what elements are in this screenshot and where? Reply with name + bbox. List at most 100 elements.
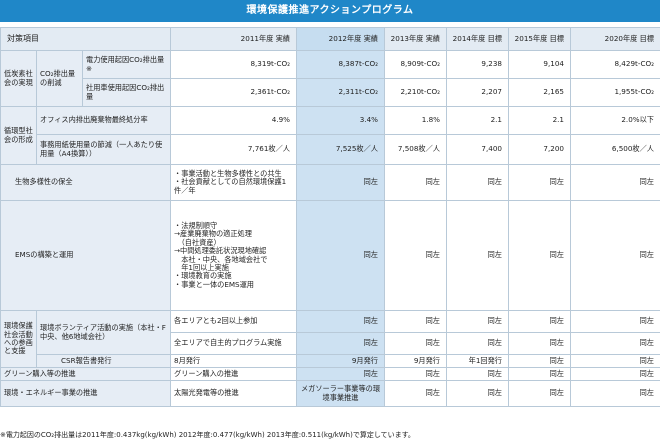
ems-line: 本社・中央、各地域会社で <box>174 254 268 264</box>
header-item: 対策項目 <box>0 27 171 51</box>
ems-line: ・法規制順守 <box>174 220 218 230</box>
row-label-bio: 生物多様性の保全 <box>0 164 171 201</box>
cell-car-2020: 1,955t-CO₂ <box>570 78 660 107</box>
header-2020: 2020年度 目標 <box>570 27 660 51</box>
bio-line: ・社会貢献としての自然環境保護1件／年 <box>174 177 287 195</box>
row-label-waste: オフィス内排出廃棄物最終処分率 <box>36 106 171 135</box>
cell-csr-2020: 同左 <box>570 354 660 368</box>
cell-ems-2011: ・法規制順守 →産業廃棄物の適正処理 （自社資産） →中間処理委託状況現地確認 … <box>170 200 297 311</box>
row-label-energy: 環境・エネルギー事業の推進 <box>0 380 171 407</box>
cell-ems-2020: 同左 <box>570 200 660 311</box>
cell-volunteer-b-2015: 同左 <box>508 332 571 355</box>
table-row-electric: 低炭素社会の実現 CO₂排出量の削減 電力使用起因CO₂排出量※ 8,319t-… <box>0 50 660 107</box>
header-2013: 2013年度 実績 <box>384 27 447 51</box>
cell-energy-2015: 同左 <box>508 380 571 407</box>
group-lowcarbon: 低炭素社会の実現 <box>0 50 37 107</box>
cell-paper-2013: 7,508枚／人 <box>384 134 447 165</box>
table-row-car: 社用車使用起因CO₂排出量 2,361t-CO₂ 2,311t-CO₂ 2,21… <box>1 78 660 107</box>
cell-bio-2012: 同左 <box>296 164 385 201</box>
cell-paper-2020: 6,500枚／人 <box>570 134 660 165</box>
cell-waste-2013: 1.8% <box>384 106 447 135</box>
cell-green-2013: 同左 <box>384 367 447 381</box>
cell-bio-2020: 同左 <box>570 164 660 201</box>
cell-electric-2011: 8,319t-CO₂ <box>170 50 297 79</box>
cell-bio-2015: 同左 <box>508 164 571 201</box>
cell-csr-2012: 9月発行 <box>296 354 385 368</box>
cell-ems-2013: 同左 <box>384 200 447 311</box>
table-row-csr: CSR報告書発行 8月発行 9月発行 9月発行 年1回発行 同左 同左 <box>1 354 660 368</box>
table-row-ems: EMSの構築と運用 ・法規制順守 →産業廃棄物の適正処理 （自社資産） →中間処… <box>0 200 660 311</box>
cell-csr-2011: 8月発行 <box>170 354 297 368</box>
header-2015: 2015年度 目標 <box>508 27 571 51</box>
cell-car-2014: 2,207 <box>446 78 509 107</box>
table-row-volunteer-a: 環境保護社会活動への参画と支援 環境ボランティア活動の実施（本社・F中央、他6地… <box>0 310 660 368</box>
cell-energy-2012: メガソーラー事業等の環境事業推進 <box>296 380 385 407</box>
cell-car-2011: 2,361t-CO₂ <box>170 78 297 107</box>
cell-green-2012: 同左 <box>296 367 385 381</box>
cell-csr-2015: 同左 <box>508 354 571 368</box>
page-title: 環境保護推進アクションプログラム <box>0 0 660 22</box>
cell-green-2020: 同左 <box>570 367 660 381</box>
cell-electric-2020: 8,429t-CO₂ <box>570 50 660 79</box>
cell-paper-2015: 7,200 <box>508 134 571 165</box>
cell-waste-2014: 2.1 <box>446 106 509 135</box>
ems-line: →中間処理委託状況現地確認 <box>174 246 267 256</box>
cell-ems-2012: 同左 <box>296 200 385 311</box>
cell-bio-2014: 同左 <box>446 164 509 201</box>
row-label-ems: EMSの構築と運用 <box>0 200 171 311</box>
cell-waste-2020: 2.0%以下 <box>570 106 660 135</box>
cell-volunteer-b-2020: 同左 <box>570 332 660 355</box>
row-label-paper: 事務用紙使用量の節減（一人あたり使用量（A4換算）） <box>36 134 171 165</box>
ems-line: 年1回以上実施 <box>174 262 229 272</box>
header-2011: 2011年度 実績 <box>170 27 297 51</box>
cell-volunteer-a-2013: 同左 <box>384 310 447 333</box>
header-row: 対策項目 2011年度 実績 2012年度 実績 2013年度 実績 2014年… <box>0 27 660 51</box>
cell-waste-2011: 4.9% <box>170 106 297 135</box>
cell-electric-2015: 9,104 <box>508 50 571 79</box>
cell-volunteer-a-2011: 各エリアとも2回以上参加 <box>170 310 297 333</box>
cell-ems-2015: 同左 <box>508 200 571 311</box>
cell-car-2015: 2,165 <box>508 78 571 107</box>
cell-electric-2012: 8,387t-CO₂ <box>296 50 385 79</box>
cell-volunteer-b-2012: 同左 <box>296 332 385 355</box>
row-label-electric: 電力使用起因CO₂排出量※ <box>82 50 171 79</box>
cell-green-2011: グリーン購入の推進 <box>170 367 297 381</box>
row-label-csr: CSR報告書発行 <box>36 354 171 368</box>
cell-car-2013: 2,210t-CO₂ <box>384 78 447 107</box>
cell-waste-2012: 3.4% <box>296 106 385 135</box>
cell-green-2014: 同左 <box>446 367 509 381</box>
table-row-paper: 事務用紙使用量の節減（一人あたり使用量（A4換算）） 7,761枚／人 7,52… <box>1 134 660 165</box>
cell-volunteer-a-2015: 同左 <box>508 310 571 333</box>
row-label-car: 社用車使用起因CO₂排出量 <box>82 78 171 107</box>
group-co2: CO₂排出量の削減 <box>36 50 83 107</box>
table-row-waste: 循環型社会の形成 オフィス内排出廃棄物最終処分率 4.9% 3.4% 1.8% … <box>0 106 660 165</box>
cell-paper-2011: 7,761枚／人 <box>170 134 297 165</box>
cell-paper-2012: 7,525枚／人 <box>296 134 385 165</box>
cell-electric-2014: 9,238 <box>446 50 509 79</box>
row-label-volunteer: 環境ボランティア活動の実施（本社・F中央、他6地域会社） <box>36 310 171 355</box>
table-row-green: グリーン購入等の推進 グリーン購入の推進 同左 同左 同左 同左 同左 <box>0 367 660 381</box>
cell-energy-2020: 同左 <box>570 380 660 407</box>
cell-green-2015: 同左 <box>508 367 571 381</box>
cell-energy-2014: 同左 <box>446 380 509 407</box>
table-row-bio: 生物多様性の保全 ・事業活動と生物多様性との共生 ・社会貢献としての自然環境保護… <box>0 164 660 201</box>
cell-electric-2013: 8,909t-CO₂ <box>384 50 447 79</box>
cell-volunteer-b-2013: 同左 <box>384 332 447 355</box>
cell-car-2012: 2,311t-CO₂ <box>296 78 385 107</box>
ems-line: ・事業と一体のEMS運用 <box>174 279 254 289</box>
cell-energy-2011: 太陽光発電等の推進 <box>170 380 297 407</box>
cell-volunteer-a-2014: 同左 <box>446 310 509 333</box>
cell-volunteer-a-2020: 同左 <box>570 310 660 333</box>
ems-line: （自社資産） <box>174 237 221 247</box>
ems-line: ・環境教育の実施 <box>174 271 232 281</box>
cell-bio-2011: ・事業活動と生物多様性との共生 ・社会貢献としての自然環境保護1件／年 <box>170 164 297 201</box>
cell-volunteer-b-2014: 同左 <box>446 332 509 355</box>
cell-paper-2014: 7,400 <box>446 134 509 165</box>
bio-line: ・事業活動と生物多様性との共生 <box>174 168 282 178</box>
header-2014: 2014年度 目標 <box>446 27 509 51</box>
cell-ems-2014: 同左 <box>446 200 509 311</box>
group-recycle: 循環型社会の形成 <box>0 106 37 165</box>
ems-line: →産業廃棄物の適正処理 <box>174 229 252 239</box>
cell-csr-2014: 年1回発行 <box>446 354 509 368</box>
cell-bio-2013: 同左 <box>384 164 447 201</box>
